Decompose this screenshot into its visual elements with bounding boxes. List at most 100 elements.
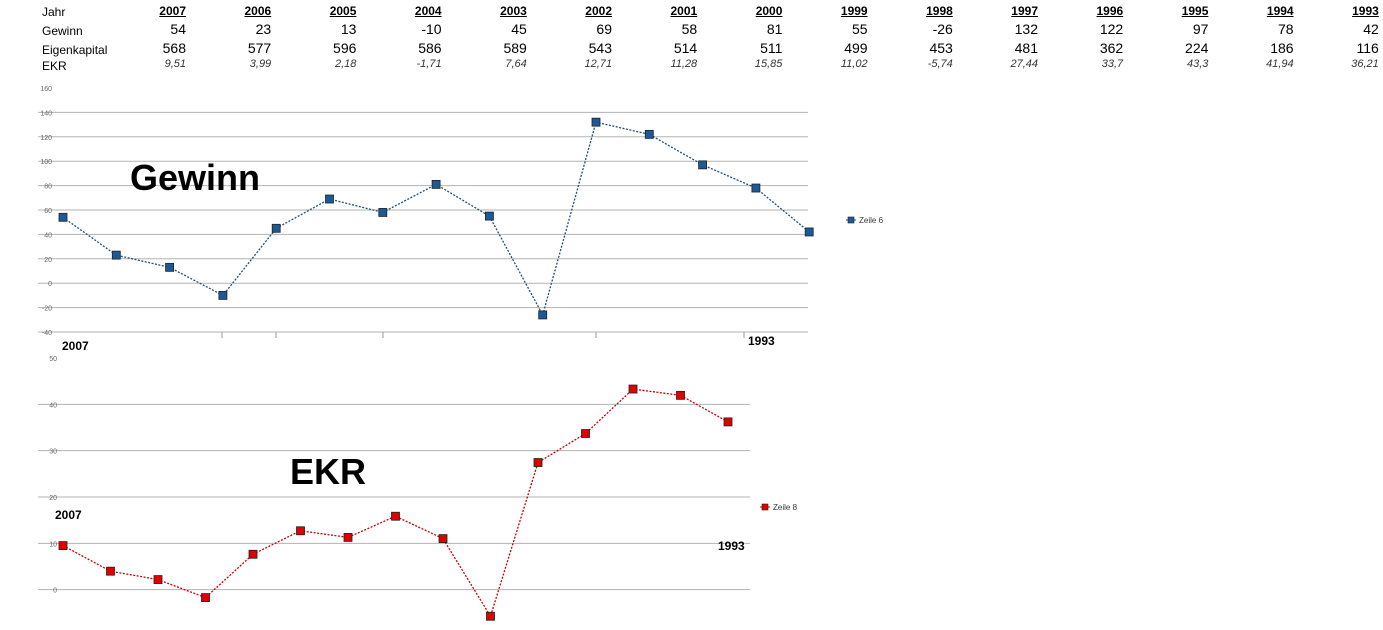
data-point: [723, 417, 733, 427]
series-line: [62, 121, 810, 317]
table-profit-cell: 23: [255, 21, 272, 37]
table-year-cell: 1995: [1181, 4, 1209, 18]
data-point: [106, 566, 115, 576]
data-point: [153, 575, 163, 584]
table-ekr-cell: 15,85: [754, 58, 783, 70]
table-ekr-cell: 11,28: [670, 58, 698, 70]
y-tick-label: 120: [40, 135, 52, 142]
legend-label: Zeile 8: [773, 503, 798, 512]
y-tick-label: 20: [49, 495, 57, 502]
table-ekr-cell: 27,44: [1010, 58, 1038, 70]
y-tick-label: 40: [49, 402, 57, 409]
data-point: [378, 208, 388, 217]
table-year-cell: 1998: [926, 4, 953, 18]
table-ekr-cell: 11,02: [840, 58, 868, 70]
table-equity-cell: 499: [844, 40, 868, 56]
data-point: [325, 194, 334, 204]
legend-marker: [847, 216, 855, 224]
data-point: [271, 223, 281, 233]
table-year-cell: 2004: [414, 4, 442, 18]
row-label-year: Jahr: [42, 5, 66, 19]
table-year-cell: 2001: [670, 4, 698, 18]
table-ekr-cell: -5,74: [927, 58, 953, 70]
data-point: [248, 549, 258, 559]
table-equity-cell: 186: [1270, 40, 1294, 56]
data-point: [391, 511, 400, 521]
series-line: [62, 388, 729, 618]
y-tick-label: 50: [49, 356, 57, 363]
first-year-label: 2007: [55, 508, 82, 522]
table-profit-cell: 132: [1014, 21, 1038, 37]
data-point: [438, 534, 448, 544]
table-profit-cell: 42: [1363, 21, 1379, 37]
legend-label: Zeile 6: [859, 216, 884, 225]
data-point: [538, 310, 548, 320]
table-equity-cell: 453: [929, 40, 953, 56]
y-tick-label: 0: [53, 588, 57, 595]
data-point: [111, 250, 121, 260]
table-year-cell: 1996: [1096, 4, 1124, 18]
data-table: Jahr Gewinn Eigenkapital EKR 2007 2006 200…: [0, 0, 1383, 80]
row-label-profit: Gewinn: [42, 24, 83, 38]
table-equity-cell: 589: [503, 40, 527, 56]
table-ekr-cell: 41,94: [1266, 58, 1294, 70]
table-equity-cell: 577: [247, 40, 272, 56]
table-year-cell: 2000: [755, 4, 783, 18]
table-profit-cell: 13: [340, 21, 357, 37]
table-year-cell: 2005: [329, 4, 357, 18]
table-equity-cell: 511: [760, 40, 783, 56]
table-profit-cell: 122: [1099, 21, 1124, 37]
data-point: [218, 290, 228, 300]
y-tick-label: 60: [44, 208, 52, 215]
y-tick-label: 160: [40, 86, 52, 93]
data-point: [296, 526, 305, 536]
table-profit-cell: 97: [1192, 21, 1209, 37]
table-equity-cell: 514: [673, 40, 698, 56]
table-year-cell: 2002: [585, 4, 612, 18]
data-point: [581, 429, 590, 438]
first-year-label: 2007: [62, 339, 89, 352]
table-equity-cell: 543: [588, 40, 612, 56]
data-point: [165, 262, 175, 272]
y-tick-label: 80: [44, 184, 52, 191]
y-tick-label: 100: [40, 159, 52, 166]
data-point: [676, 390, 685, 400]
table-ekr-cell: 2,18: [334, 58, 357, 70]
table-ekr-cell: 43,3: [1186, 58, 1209, 70]
row-label-ekr: EKR: [42, 59, 67, 73]
y-tick-label: 140: [40, 110, 52, 117]
y-tick-label: 30: [49, 449, 57, 456]
y-tick-label: 20: [44, 257, 52, 264]
table-year-cell: 2007: [159, 4, 186, 18]
table-ekr-cell: 36,21: [1351, 58, 1379, 70]
data-point: [484, 211, 494, 221]
data-point: [486, 611, 495, 621]
table-equity-cell: 224: [1185, 40, 1209, 56]
table-equity-cell: 481: [1014, 40, 1038, 56]
data-point: [431, 179, 441, 189]
data-point: [698, 160, 707, 170]
profit-chart: 160 140 120 100 80 60 40 20 0 -20 -40 Gewinn 2007 199…: [38, 86, 884, 352]
table-profit-cell: 81: [766, 21, 783, 37]
row-label-equity: Eigenkapital: [42, 43, 108, 57]
last-year-label: 1993: [748, 334, 775, 348]
table-profit-cell: -26: [932, 21, 953, 37]
table-ekr-cell: 7,64: [505, 58, 527, 70]
table-year-cell: 1997: [1011, 4, 1038, 18]
table-year-cell: 1999: [840, 4, 868, 18]
table-equity-cell: 596: [333, 40, 357, 56]
table-year-cell: 2006: [244, 4, 272, 18]
y-tick-label: -40: [42, 330, 52, 337]
data-point: [628, 384, 638, 394]
table-profit-cell: 69: [596, 21, 612, 37]
data-point: [58, 212, 68, 222]
table-profit-cell: 58: [681, 21, 698, 37]
data-point: [804, 227, 814, 237]
table-ekr-cell: 9,51: [164, 58, 186, 70]
data-point: [343, 533, 353, 542]
data-point: [201, 593, 210, 602]
ekr-chart: 50 40 30 20 10 0 EKR 2007 1993 Zeile 8: [38, 356, 798, 621]
chart-title: Gewinn: [130, 157, 260, 198]
legend-marker: [761, 503, 769, 511]
table-profit-cell: 45: [511, 21, 527, 37]
